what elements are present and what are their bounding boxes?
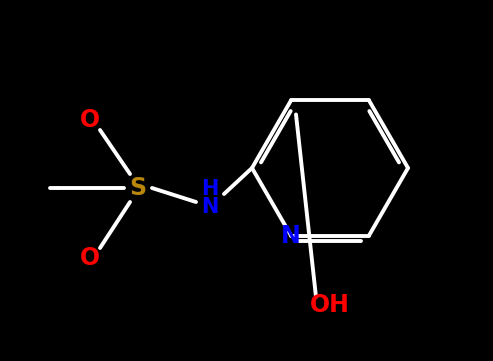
Text: O: O xyxy=(80,108,100,132)
Text: N: N xyxy=(281,223,301,248)
Text: H
N: H N xyxy=(201,179,219,217)
Text: S: S xyxy=(130,176,146,200)
Text: OH: OH xyxy=(310,293,350,317)
Text: O: O xyxy=(80,246,100,270)
